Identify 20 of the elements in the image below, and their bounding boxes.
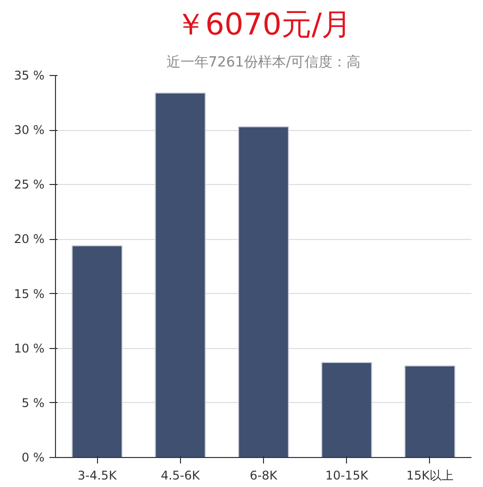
y-tick-label: 5 % (22, 396, 45, 410)
y-tick-label: 20 % (14, 232, 45, 246)
y-tick-label: 0 % (22, 450, 45, 464)
y-tick-label: 15 % (14, 286, 45, 301)
x-tick-label: 15K以上 (406, 468, 454, 482)
bar (72, 245, 123, 458)
y-tick-label: 25 % (14, 178, 45, 192)
bar (238, 126, 289, 458)
x-tick-label: 3-4.5K (78, 468, 118, 482)
x-tick-label: 10-15K (325, 468, 370, 482)
y-tick-label: 30 % (14, 123, 45, 138)
x-tick-label: 6-8K (250, 468, 278, 482)
bar (321, 362, 372, 458)
x-tick-label: 4.5-6K (160, 468, 201, 482)
y-tick-label: 10 % (14, 341, 45, 356)
y-tick-label: 35 % (14, 68, 45, 82)
bar (154, 92, 206, 458)
bar (404, 365, 456, 458)
chart-subtitle: 近一年7261份样本/可信度：高 (166, 54, 361, 70)
chart-title: ￥6070元/月 (175, 8, 352, 42)
